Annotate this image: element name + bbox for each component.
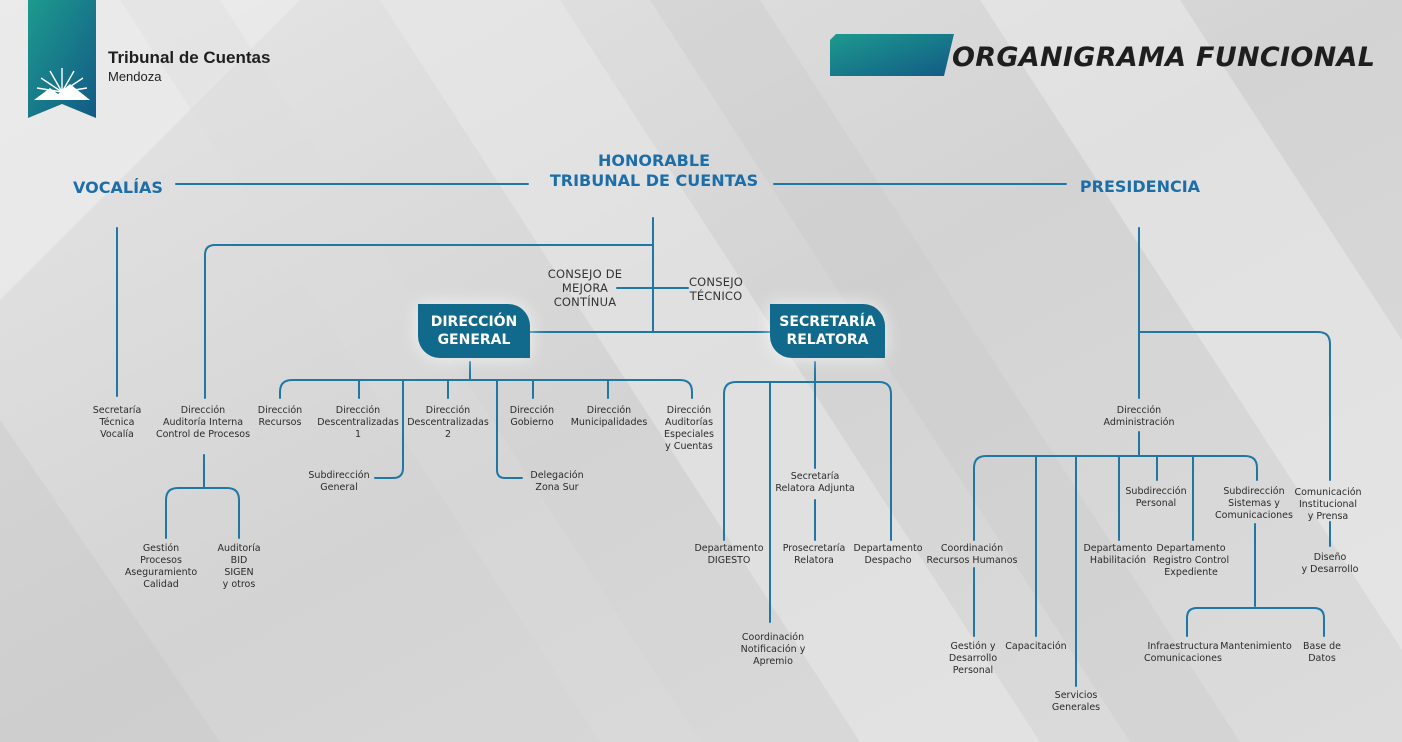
direccion-auditoria-interna: Dirección Auditoría Interna Control de P…: [155, 405, 251, 440]
comunicacion-institucional: Comunicación Institucional y Prensa: [1294, 487, 1362, 522]
coordinacion-notificacion: Coordinación Notificación y Apremio: [740, 632, 806, 667]
direccion-recursos: Dirección Recursos: [257, 405, 303, 428]
org-location: Mendoza: [108, 69, 162, 84]
prosecretaria-relatora: Prosecretaría Relatora: [782, 543, 846, 566]
secretaria-tecnica-vocalia: Secretaría Técnica Vocalía: [92, 405, 142, 440]
departamento-registro: Departamento Registro Control Expediente: [1152, 543, 1230, 578]
gestion-procesos: Gestión Procesos Aseguramiento Calidad: [124, 543, 198, 590]
departamento-habilitacion: Departamento Habilitación: [1083, 543, 1153, 566]
direccion-descentralizadas-2: Dirección Descentralizadas 2: [407, 405, 489, 440]
capacitacion: Capacitación: [1005, 641, 1067, 652]
departamento-digesto: Departamento DIGESTO: [694, 543, 764, 566]
subdireccion-personal: Subdirección Personal: [1125, 486, 1187, 509]
delegacion-zona-sur: Delegación Zona Sur: [530, 470, 584, 493]
secretaria-relatora-adjunta: Secretaría Relatora Adjunta: [775, 471, 855, 494]
secretaria-relatora-box: SECRETARÍA RELATORA: [770, 304, 885, 358]
consejo-mejora-label: CONSEJO DE MEJORA CONTÍNUA: [547, 267, 623, 309]
page-title: ORGANIGRAMA FUNCIONAL: [952, 42, 1376, 73]
subdireccion-sistemas: Subdirección Sistemas y Comunicaciones: [1215, 486, 1293, 521]
departamento-despacho: Departamento Despacho: [853, 543, 923, 566]
base-de-datos: Base de Datos: [1302, 641, 1342, 664]
presidencia-heading: PRESIDENCIA: [1079, 177, 1201, 196]
org-name: Tribunal de Cuentas: [108, 48, 271, 67]
coordinacion-recursos-humanos: Coordinación Recursos Humanos: [926, 543, 1018, 566]
honorable-tribunal-heading: HONORABLE TRIBUNAL DE CUENTAS: [549, 151, 759, 190]
subdireccion-general: Subdirección General: [308, 470, 370, 493]
infraestructura-comunicaciones: Infraestructura Comunicaciones: [1144, 641, 1222, 664]
servicios-generales: Servicios Generales: [1051, 690, 1101, 713]
vocalias-heading: VOCALÍAS: [73, 178, 163, 197]
consejo-tecnico-label: CONSEJO TÉCNICO: [688, 275, 744, 303]
direccion-municipalidades: Dirección Municipalidades: [570, 405, 648, 428]
title-accent-bar: [830, 34, 954, 76]
auditoria-bid: Auditoría BID SIGEN y otros: [217, 543, 261, 590]
direccion-auditorias-especiales: Dirección Auditorías Especiales y Cuenta…: [664, 405, 714, 452]
gestion-desarrollo-personal: Gestión y Desarrollo Personal: [948, 641, 998, 676]
direccion-descentralizadas-1: Dirección Descentralizadas 1: [317, 405, 399, 440]
direccion-general-box: DIRECCIÓN GENERAL: [418, 304, 530, 358]
direccion-gobierno: Dirección Gobierno: [509, 405, 555, 428]
logo-badge: [28, 0, 96, 118]
diseno-desarrollo: Diseño y Desarrollo: [1301, 552, 1359, 575]
direccion-administracion: Dirección Administración: [1103, 405, 1175, 428]
mantenimiento: Mantenimiento: [1220, 641, 1292, 652]
sun-mountain-icon: [34, 68, 90, 100]
